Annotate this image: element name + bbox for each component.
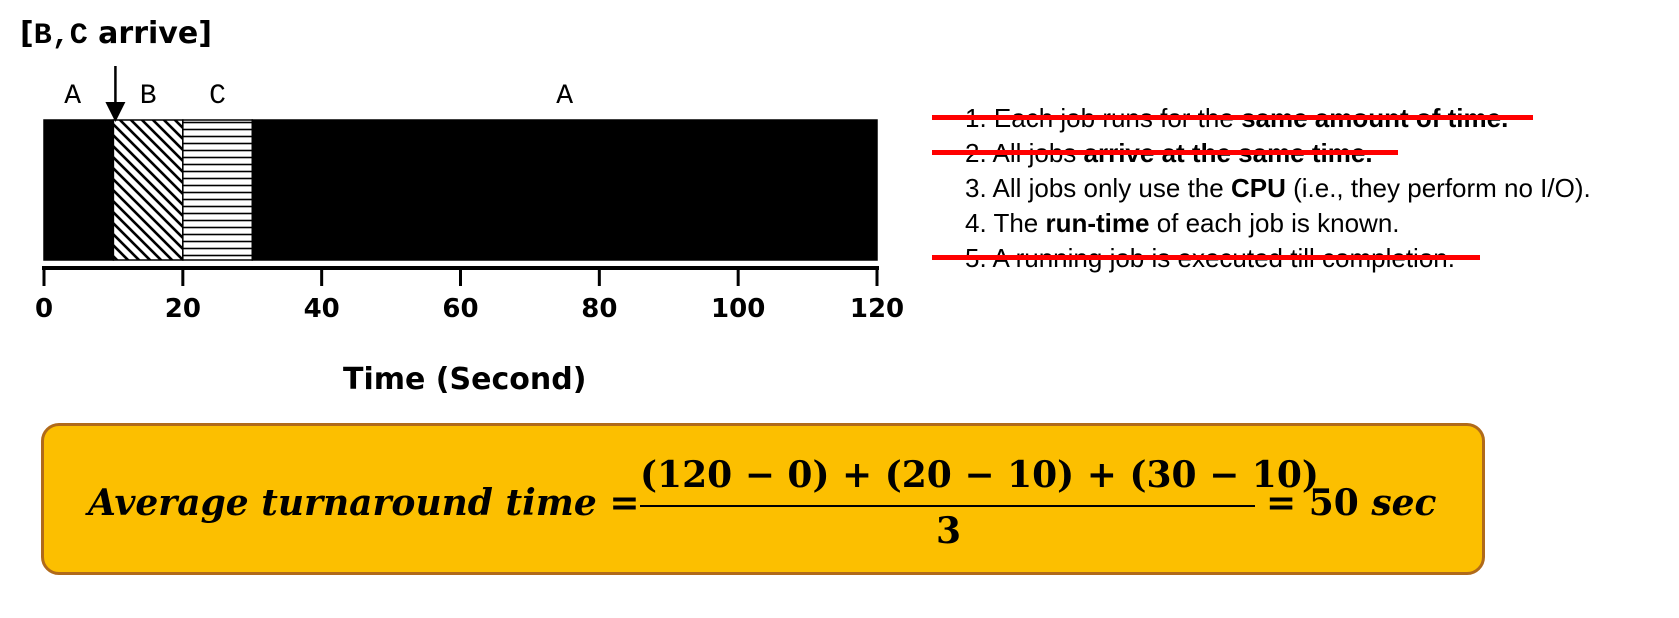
formula-lhs: Average turnaround time = <box>88 482 640 524</box>
segment-label-3: A <box>556 81 573 112</box>
tick-label-20: 20 <box>165 294 201 324</box>
assumption-item-1: 1. Each job runs for the same amount of … <box>932 101 1591 136</box>
formula-equals: = <box>1266 482 1309 524</box>
formula-unit: sec <box>1358 482 1437 524</box>
assumption-text-part: All jobs only use the <box>986 173 1231 203</box>
formula-result: = 50 sec <box>1266 482 1436 524</box>
tick-label-80: 80 <box>581 294 617 324</box>
formula-box <box>41 423 1485 575</box>
arrival-label-jobs: B,C <box>33 19 88 53</box>
segment-label-0: A <box>64 81 81 112</box>
time-axis: 0 20 40 60 80 100 120 <box>35 266 904 324</box>
arrival-arrow-head <box>105 102 126 122</box>
arrival-label-open: [ <box>20 16 34 51</box>
assumption-text-part: CPU <box>1230 173 1286 203</box>
arrival-arrow <box>105 66 126 122</box>
tick-label-40: 40 <box>304 294 340 324</box>
arrival-label: [B,C arrive] <box>20 16 212 53</box>
segment-a-0 <box>43 119 115 261</box>
assumption-text-part: (i.e., they perform no I/O). <box>1285 173 1591 203</box>
strike-through-line <box>932 150 1398 155</box>
assumption-text-part: run-time <box>1045 208 1150 238</box>
tick-label-120: 120 <box>850 294 904 324</box>
timeline-segments <box>43 119 878 261</box>
assumption-item-4: 4. The run-time of each job is known. <box>965 206 1591 241</box>
tick-label-0: 0 <box>35 294 53 324</box>
fraction-bar <box>640 505 1255 507</box>
formula-numerator: (120 − 0) + (20 − 10) + (30 − 10) <box>640 454 1319 496</box>
assumption-item-3: 3. All jobs only use the CPU (i.e., they… <box>965 171 1591 206</box>
timeline-diagram: A B C A 0 20 40 60 80 100 120 <box>35 66 904 324</box>
assumption-number: 3. <box>965 173 987 203</box>
segment-label-1: B <box>140 81 157 112</box>
tick-label-60: 60 <box>442 294 478 324</box>
assumption-text-part: of each job is known. <box>1149 208 1400 238</box>
assumption-text-part: The <box>986 208 1046 238</box>
segment-c-2 <box>182 119 253 261</box>
formula-denominator: 3 <box>936 510 962 552</box>
segment-b-1 <box>112 119 184 261</box>
formula-result-value: 50 <box>1308 482 1359 524</box>
assumption-number: 4. <box>965 208 987 238</box>
x-axis-title: Time (Second) <box>343 362 587 397</box>
assumption-item-5: 5. A running job is executed till comple… <box>932 241 1591 276</box>
segment-label-2: C <box>209 81 226 112</box>
tick-label-100: 100 <box>711 294 765 324</box>
strike-through-line <box>932 115 1534 120</box>
assumptions-list: 1. Each job runs for the same amount of … <box>932 101 1591 276</box>
segment-a-3 <box>251 119 878 261</box>
arrival-label-text: arrive] <box>87 16 212 51</box>
strike-through-line <box>932 255 1480 260</box>
assumption-item-2: 2. All jobs arrive at the same time. <box>932 136 1591 171</box>
